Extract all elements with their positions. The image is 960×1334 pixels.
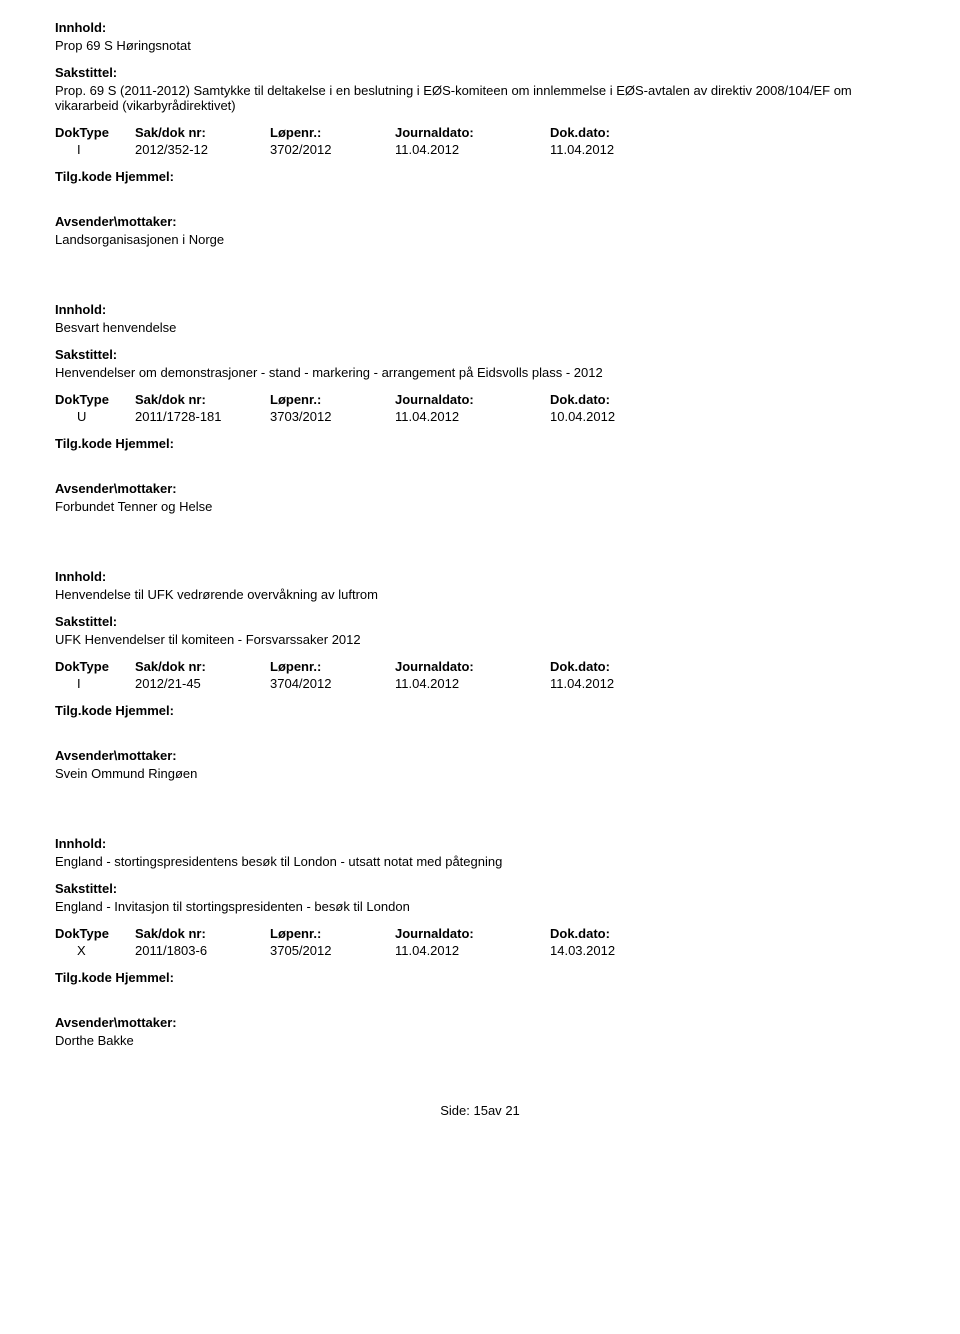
table-data-row: U 2011/1728-181 3703/2012 11.04.2012 10.… <box>55 409 905 424</box>
sakstittel-value: Henvendelser om demonstrasjoner - stand … <box>55 365 905 380</box>
document-entry: Innhold: Besvart henvendelse Sakstittel:… <box>55 302 905 514</box>
table-header-row: DokType Sak/dok nr: Løpenr.: Journaldato… <box>55 659 905 674</box>
sakstittel-label: Sakstittel: <box>55 881 905 896</box>
header-lopenr: Løpenr.: <box>270 926 395 941</box>
document-entry: Innhold: Prop 69 S Høringsnotat Sakstitt… <box>55 20 905 247</box>
innhold-value: Henvendelse til UFK vedrørende overvåkni… <box>55 587 905 602</box>
sakstittel-value: UFK Henvendelser til komiteen - Forsvars… <box>55 632 905 647</box>
header-dokdato: Dok.dato: <box>550 926 700 941</box>
avsender-value: Svein Ommund Ringøen <box>55 766 905 781</box>
header-journaldato: Journaldato: <box>395 392 550 407</box>
header-journaldato: Journaldato: <box>395 926 550 941</box>
cell-sakdoknr: 2012/352-12 <box>135 142 270 157</box>
cell-dokdato: 10.04.2012 <box>550 409 700 424</box>
table-header-row: DokType Sak/dok nr: Løpenr.: Journaldato… <box>55 125 905 140</box>
innhold-label: Innhold: <box>55 569 905 584</box>
cell-journaldato: 11.04.2012 <box>395 409 550 424</box>
innhold-label: Innhold: <box>55 20 905 35</box>
header-journaldato: Journaldato: <box>395 659 550 674</box>
av-label: av <box>488 1103 502 1118</box>
header-dokdato: Dok.dato: <box>550 659 700 674</box>
avsender-label: Avsender\mottaker: <box>55 214 905 229</box>
header-journaldato: Journaldato: <box>395 125 550 140</box>
tilgkode-label: Tilg.kode Hjemmel: <box>55 169 905 184</box>
side-label: Side: <box>440 1103 470 1118</box>
innhold-value: Prop 69 S Høringsnotat <box>55 38 905 53</box>
header-doktype: DokType <box>55 926 135 941</box>
cell-dokdato: 14.03.2012 <box>550 943 700 958</box>
sakstittel-label: Sakstittel: <box>55 65 905 80</box>
cell-journaldato: 11.04.2012 <box>395 943 550 958</box>
table-data-row: X 2011/1803-6 3705/2012 11.04.2012 14.03… <box>55 943 905 958</box>
avsender-value: Dorthe Bakke <box>55 1033 905 1048</box>
table-header-row: DokType Sak/dok nr: Løpenr.: Journaldato… <box>55 926 905 941</box>
page-container: Innhold: Prop 69 S Høringsnotat Sakstitt… <box>0 0 960 1148</box>
page-number: 15 <box>473 1103 487 1118</box>
cell-lopenr: 3703/2012 <box>270 409 395 424</box>
document-entry: Innhold: Henvendelse til UFK vedrørende … <box>55 569 905 781</box>
tilgkode-label: Tilg.kode Hjemmel: <box>55 970 905 985</box>
cell-doktype: X <box>55 943 135 958</box>
avsender-label: Avsender\mottaker: <box>55 748 905 763</box>
header-lopenr: Løpenr.: <box>270 659 395 674</box>
cell-lopenr: 3705/2012 <box>270 943 395 958</box>
cell-sakdoknr: 2011/1803-6 <box>135 943 270 958</box>
page-total: 21 <box>505 1103 519 1118</box>
document-entry: Innhold: England - stortingspresidentens… <box>55 836 905 1048</box>
sakstittel-value: England - Invitasjon til stortingspresid… <box>55 899 905 914</box>
cell-doktype: U <box>55 409 135 424</box>
header-lopenr: Løpenr.: <box>270 125 395 140</box>
header-sakdoknr: Sak/dok nr: <box>135 125 270 140</box>
sakstittel-label: Sakstittel: <box>55 347 905 362</box>
cell-doktype: I <box>55 142 135 157</box>
cell-journaldato: 11.04.2012 <box>395 142 550 157</box>
cell-dokdato: 11.04.2012 <box>550 676 700 691</box>
header-sakdoknr: Sak/dok nr: <box>135 926 270 941</box>
innhold-label: Innhold: <box>55 836 905 851</box>
cell-lopenr: 3702/2012 <box>270 142 395 157</box>
header-sakdoknr: Sak/dok nr: <box>135 659 270 674</box>
innhold-value: England - stortingspresidentens besøk ti… <box>55 854 905 869</box>
page-footer: Side: 15av 21 <box>55 1103 905 1118</box>
cell-dokdato: 11.04.2012 <box>550 142 700 157</box>
avsender-label: Avsender\mottaker: <box>55 481 905 496</box>
table-data-row: I 2012/352-12 3702/2012 11.04.2012 11.04… <box>55 142 905 157</box>
innhold-label: Innhold: <box>55 302 905 317</box>
header-doktype: DokType <box>55 659 135 674</box>
header-doktype: DokType <box>55 392 135 407</box>
avsender-value: Forbundet Tenner og Helse <box>55 499 905 514</box>
cell-lopenr: 3704/2012 <box>270 676 395 691</box>
avsender-value: Landsorganisasjonen i Norge <box>55 232 905 247</box>
tilgkode-label: Tilg.kode Hjemmel: <box>55 703 905 718</box>
sakstittel-value: Prop. 69 S (2011-2012) Samtykke til delt… <box>55 83 905 113</box>
avsender-label: Avsender\mottaker: <box>55 1015 905 1030</box>
cell-doktype: I <box>55 676 135 691</box>
header-dokdato: Dok.dato: <box>550 125 700 140</box>
sakstittel-label: Sakstittel: <box>55 614 905 629</box>
header-dokdato: Dok.dato: <box>550 392 700 407</box>
cell-sakdoknr: 2012/21-45 <box>135 676 270 691</box>
table-data-row: I 2012/21-45 3704/2012 11.04.2012 11.04.… <box>55 676 905 691</box>
innhold-value: Besvart henvendelse <box>55 320 905 335</box>
header-sakdoknr: Sak/dok nr: <box>135 392 270 407</box>
tilgkode-label: Tilg.kode Hjemmel: <box>55 436 905 451</box>
header-lopenr: Løpenr.: <box>270 392 395 407</box>
table-header-row: DokType Sak/dok nr: Løpenr.: Journaldato… <box>55 392 905 407</box>
header-doktype: DokType <box>55 125 135 140</box>
cell-journaldato: 11.04.2012 <box>395 676 550 691</box>
cell-sakdoknr: 2011/1728-181 <box>135 409 270 424</box>
